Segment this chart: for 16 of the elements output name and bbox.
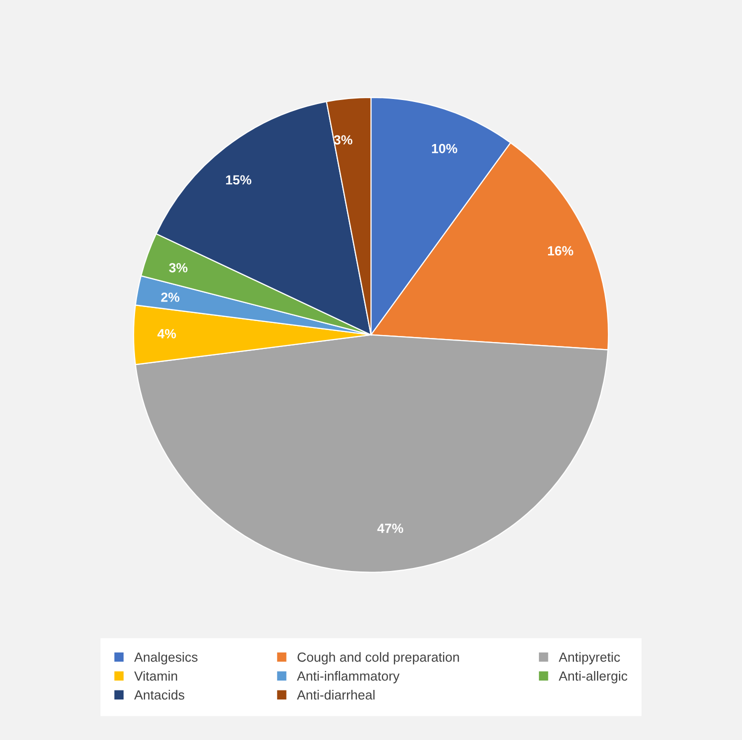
legend-label: Antacids (134, 690, 184, 700)
legend-label: Anti-inflammatory (296, 671, 400, 684)
data-label: 3% (334, 135, 352, 145)
legend-label: Analgesics (134, 652, 198, 664)
legend-label: Anti-diarrheal (296, 690, 375, 700)
legend-label: Antipyretic (558, 652, 620, 664)
data-label: 15% (226, 175, 252, 185)
data-label: 2% (161, 292, 180, 302)
data-label: 4% (157, 329, 176, 338)
legend-label: Anti-allergic (558, 671, 628, 684)
data-label: 3% (169, 263, 188, 272)
data-label: 10% (432, 144, 458, 154)
data-label: 47% (377, 524, 404, 533)
data-label: 16% (548, 246, 574, 256)
legend-label: Vitamin (134, 671, 178, 681)
legend-label: Cough and cold preparation (298, 652, 459, 664)
